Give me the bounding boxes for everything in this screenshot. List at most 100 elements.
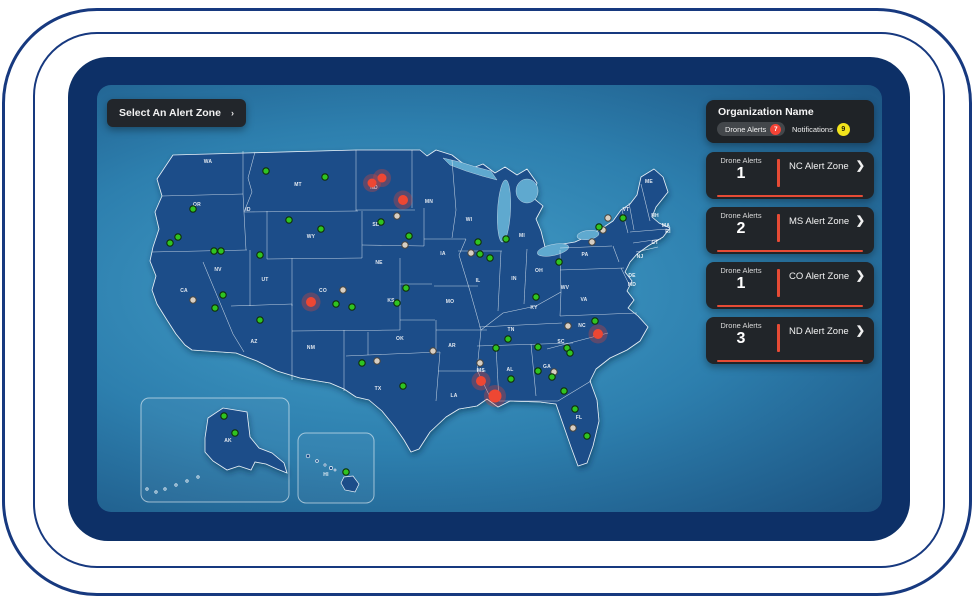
drone-marker-green[interactable]: [492, 344, 500, 352]
drone-marker-green[interactable]: [211, 304, 219, 312]
drone-marker-tan[interactable]: [189, 296, 197, 304]
state-label-ms: MS: [477, 368, 485, 374]
drone-marker-tan[interactable]: [401, 241, 409, 249]
drone-marker-green[interactable]: [405, 232, 413, 240]
state-border: [202, 261, 245, 353]
tab-drone-alerts[interactable]: Drone Alerts 7: [717, 122, 786, 136]
alert-zone-card-ms[interactable]: Drone Alerts 2 MS Alert Zone ❯: [706, 207, 874, 254]
drone-marker-green[interactable]: [231, 429, 239, 437]
state-label-wy: WY: [307, 234, 316, 240]
drone-marker-green[interactable]: [256, 316, 264, 324]
chevron-right-icon: ❯: [855, 325, 865, 337]
drone-marker-green[interactable]: [189, 205, 197, 213]
drone-marker-green[interactable]: [399, 382, 407, 390]
state-border: [161, 193, 244, 197]
alert-zone-card-nd[interactable]: Drone Alerts 3 ND Alert Zone ❯: [706, 317, 874, 364]
state-label-az: AZ: [250, 339, 257, 345]
drone-marker-green[interactable]: [332, 300, 340, 308]
drone-marker-green[interactable]: [560, 387, 568, 395]
hawaii-inset: [297, 432, 375, 504]
state-border: [451, 159, 457, 239]
drone-marker-tan[interactable]: [569, 424, 577, 432]
state-border: [530, 343, 537, 397]
drone-marker-tan[interactable]: [429, 347, 437, 355]
drone-marker-green[interactable]: [377, 218, 385, 226]
drone-marker-tan[interactable]: [564, 322, 572, 330]
drone-marker-green[interactable]: [256, 251, 264, 259]
drone-marker-green[interactable]: [534, 367, 542, 375]
drone-marker-red[interactable]: [306, 297, 316, 307]
tab-notifications[interactable]: Notifications 9: [792, 122, 850, 136]
alert-zone-card-nc[interactable]: Drone Alerts 1 NC Alert Zone ❯: [706, 152, 874, 199]
drone-marker-tan[interactable]: [467, 249, 475, 257]
drone-marker-tan[interactable]: [373, 357, 381, 365]
state-label-ga: GA: [543, 364, 551, 370]
state-label-va: VA: [581, 297, 588, 303]
state-label-vt: VT: [623, 207, 630, 213]
drone-marker-green[interactable]: [571, 405, 579, 413]
alert-zone-card-co[interactable]: Drone Alerts 1 CO Alert Zone ❯: [706, 262, 874, 309]
drone-marker-tan[interactable]: [476, 359, 484, 367]
drone-marker-tan[interactable]: [604, 214, 612, 222]
drone-marker-green[interactable]: [486, 254, 494, 262]
state-border: [242, 151, 247, 251]
state-label-ak: AK: [224, 438, 232, 444]
drone-marker-green[interactable]: [566, 349, 574, 357]
drone-marker-green[interactable]: [532, 293, 540, 301]
hawaii-island: [340, 475, 360, 493]
drone-marker-green[interactable]: [583, 432, 591, 440]
drone-marker-green[interactable]: [166, 239, 174, 247]
state-label-nc: NC: [578, 323, 586, 329]
app-screen: WA OR CA NV ID MT WY UT CO AZ NM ND SD NE KS OK TX MN IA MO…: [97, 85, 882, 512]
aleutian-island: [174, 483, 178, 487]
select-alert-zone-button[interactable]: Select An Alert Zone ›: [107, 99, 246, 127]
drone-marker-green[interactable]: [210, 247, 218, 255]
drone-marker-green[interactable]: [174, 233, 182, 241]
drone-marker-green[interactable]: [619, 214, 627, 222]
drone-marker-green[interactable]: [534, 343, 542, 351]
state-border: [476, 342, 574, 347]
drone-marker-green[interactable]: [358, 359, 366, 367]
chevron-right-icon: ›: [231, 108, 234, 118]
drone-marker-green[interactable]: [220, 412, 228, 420]
drone-marker-green[interactable]: [548, 373, 556, 381]
drone-marker-green[interactable]: [476, 250, 484, 258]
drone-marker-green[interactable]: [217, 247, 225, 255]
drone-marker-green[interactable]: [219, 291, 227, 299]
drone-marker-red[interactable]: [367, 178, 377, 188]
card-underline: [717, 360, 863, 362]
state-label-nv: NV: [214, 267, 222, 273]
drone-marker-red[interactable]: [398, 195, 408, 205]
drone-marker-green[interactable]: [393, 299, 401, 307]
drone-marker-red[interactable]: [377, 173, 387, 183]
drone-marker-green[interactable]: [502, 235, 510, 243]
drone-marker-green[interactable]: [507, 375, 515, 383]
tab-drone-alerts-label: Drone Alerts: [725, 124, 767, 134]
drone-marker-green[interactable]: [348, 303, 356, 311]
drone-marker-green[interactable]: [555, 258, 563, 266]
drone-marker-green[interactable]: [321, 173, 329, 181]
state-label-nm: NM: [307, 345, 315, 351]
drone-marker-green[interactable]: [402, 284, 410, 292]
drone-marker-green[interactable]: [262, 167, 270, 175]
drone-marker-tan[interactable]: [339, 286, 347, 294]
drone-marker-green[interactable]: [595, 223, 603, 231]
card-count: 1: [736, 275, 746, 292]
drone-marker-green[interactable]: [504, 335, 512, 343]
state-label-nh: NH: [651, 213, 659, 219]
state-border: [559, 267, 625, 271]
drone-marker-red[interactable]: [488, 389, 502, 403]
drone-marker-tan[interactable]: [588, 238, 596, 246]
drone-marker-red[interactable]: [593, 329, 603, 339]
drone-marker-green[interactable]: [474, 238, 482, 246]
drone-marker-red[interactable]: [476, 376, 486, 386]
drone-marker-green[interactable]: [591, 317, 599, 325]
state-border: [478, 322, 563, 328]
drone-marker-green[interactable]: [317, 225, 325, 233]
drone-marker-tan[interactable]: [393, 212, 401, 220]
chevron-right-icon: ❯: [855, 270, 865, 282]
drone-marker-green[interactable]: [342, 468, 350, 476]
drone-marker-green[interactable]: [285, 216, 293, 224]
state-label-oh: OH: [535, 268, 543, 274]
chevron-right-icon: ❯: [855, 215, 865, 227]
